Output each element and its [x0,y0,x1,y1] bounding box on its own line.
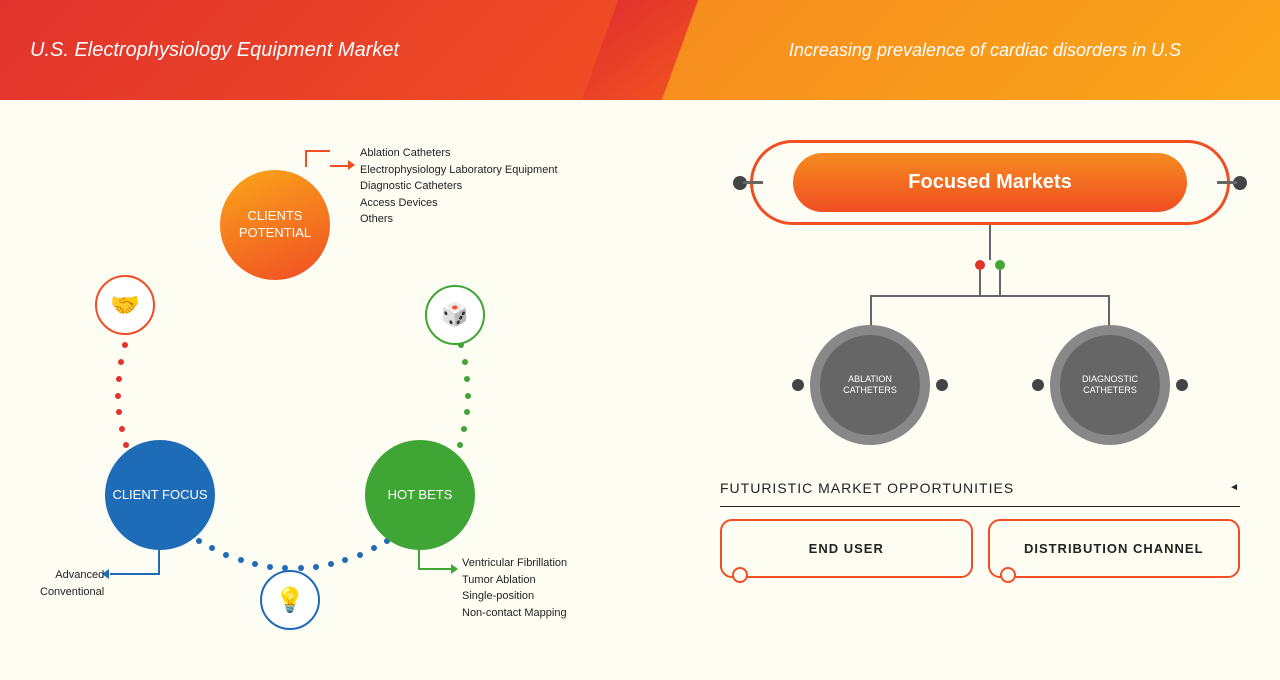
fmo-box-distribution: DISTRIBUTION CHANNEL [988,519,1241,578]
header-right: Increasing prevalence of cardiac disorde… [640,0,1280,100]
fmo-boxes: END USER DISTRIBUTION CHANNEL [720,519,1240,578]
fmo-title: FUTURISTIC MARKET OPPORTUNITIES [720,480,1240,496]
focused-markets: Focused Markets ABLATION CATHETERS DIAGN… [750,140,1230,455]
client-focus-label: CLIENT FOCUS [112,487,207,504]
hot-bets-node: HOT BETS [365,440,475,550]
fm-handle-right [1233,176,1247,190]
fm-hbar [870,295,1110,297]
cp-arrow-h [330,165,350,167]
fm-sub-ablation: ABLATION CATHETERS [810,325,930,445]
fmo-divider [720,506,1240,507]
client-focus-list: AdvancedConventional [40,567,104,600]
cf-arrow-v [158,550,160,575]
hb-arrow-h [418,568,453,570]
fm-handle-left [733,176,747,190]
futuristic-opportunities: FUTURISTIC MARKET OPPORTUNITIES END USER… [720,480,1240,578]
fm-sub-diagnostic: DIAGNOSTIC CATHETERS [1050,325,1170,445]
fm-v2 [999,270,1001,295]
bulb-icon: 💡 [260,570,320,630]
clients-potential-list: Ablation CathetersElectrophysiology Labo… [360,145,558,228]
clients-potential-node: CLIENTS POTENTIAL [220,170,330,280]
cp-arrow-h2 [305,150,330,152]
hot-bets-list: Ventricular FibrillationTumor AblationSi… [462,555,567,621]
handshake-icon: 🤝 [95,275,155,335]
clients-potential-label: CLIENTS POTENTIAL [220,208,330,242]
header-left: U.S. Electrophysiology Equipment Market [0,0,640,100]
client-focus-node: CLIENT FOCUS [105,440,215,550]
page-subtitle: Increasing prevalence of cardiac disorde… [789,40,1181,61]
cp-arrow-v [305,150,307,167]
dice-icon: 🎲 [425,285,485,345]
header: U.S. Electrophysiology Equipment Market … [0,0,1280,100]
fm-dot-red [975,260,985,270]
page-title: U.S. Electrophysiology Equipment Market [30,37,399,63]
fm-tree: ABLATION CATHETERS DIAGNOSTIC CATHETERS [750,225,1230,455]
main-canvas: CLIENTS POTENTIAL Ablation CathetersElec… [0,100,1280,680]
fmo-box-enduser: END USER [720,519,973,578]
hb-arrowhead [451,564,458,574]
fm-badge: Focused Markets [793,153,1187,212]
fm-outer: Focused Markets [750,140,1230,225]
fm-v1 [979,270,981,295]
fm-stem [989,225,991,260]
cf-arrow-h [110,573,160,575]
hot-bets-label: HOT BETS [388,487,453,504]
fm-dot-green [995,260,1005,270]
cp-arrowhead [348,160,355,170]
hb-arrow-v [418,550,420,570]
